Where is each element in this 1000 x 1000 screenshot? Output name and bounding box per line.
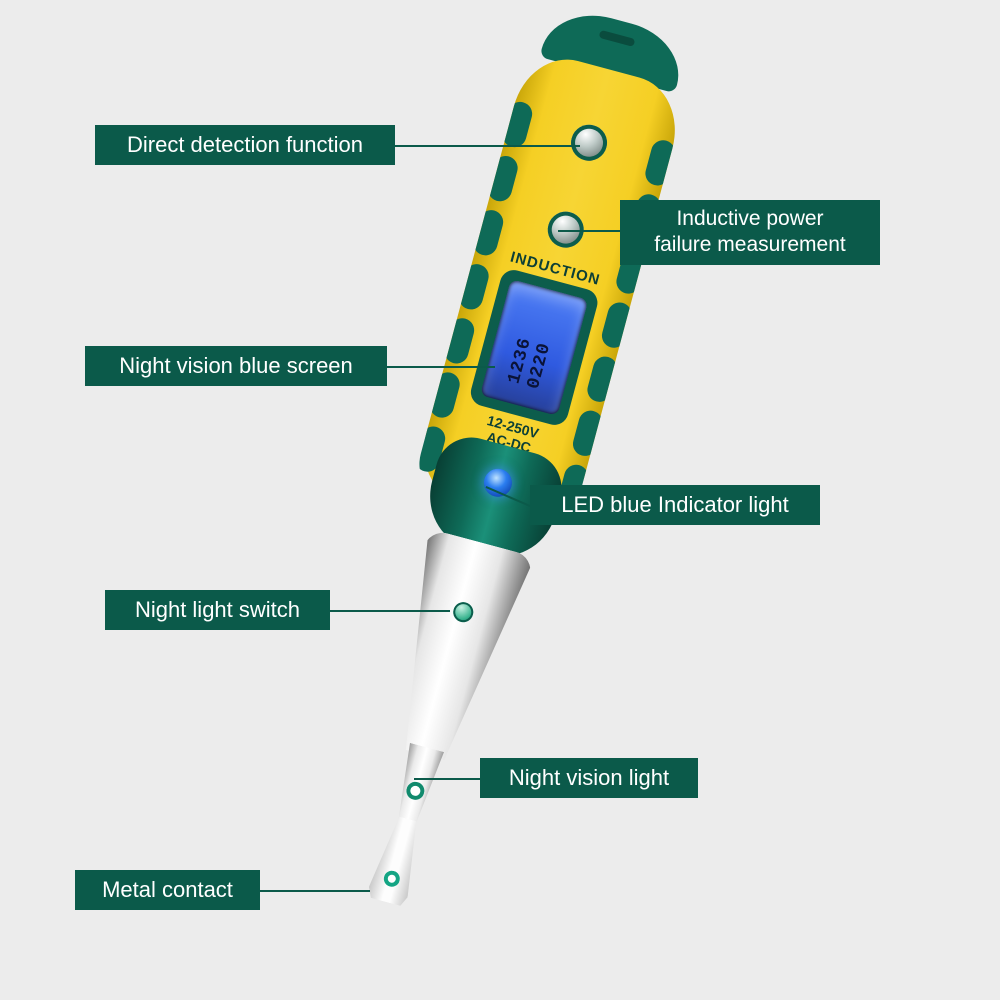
leader-line-screen [387, 366, 495, 368]
leader-line-contact [260, 890, 370, 892]
screwdriver-blade [366, 814, 427, 907]
leader-line-switch [330, 610, 450, 612]
leader-line-inductive [558, 230, 620, 232]
callout-contact: Metal contact [75, 870, 260, 910]
infographic-canvas: INDUCTION 1236 0220 12-250V AC-DC Direct… [0, 0, 1000, 1000]
callout-screen: Night vision blue screen [85, 346, 387, 386]
lcd-readout: 1236 0220 [504, 304, 563, 392]
metal-barrel [372, 528, 535, 769]
callout-inductive: Inductive power failure measurement [620, 200, 880, 265]
callout-switch: Night light switch [105, 590, 330, 630]
callout-direct: Direct detection function [95, 125, 395, 165]
leader-line-direct [395, 145, 580, 147]
callout-led: LED blue Indicator light [530, 485, 820, 525]
callout-nvlight: Night vision light [480, 758, 698, 798]
leader-line-nvlight [414, 778, 480, 780]
